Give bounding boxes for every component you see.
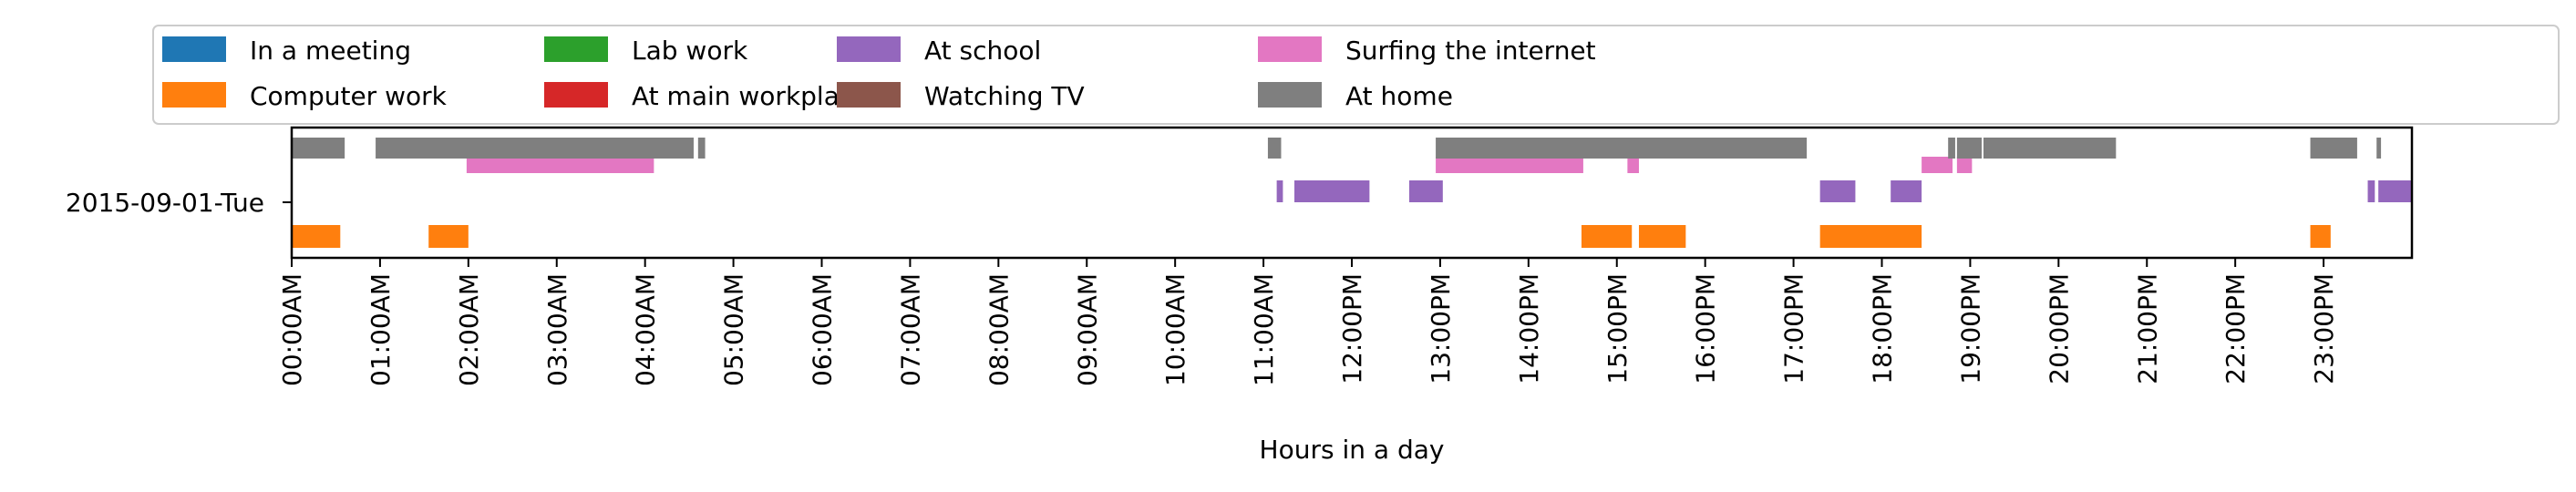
bar-segment	[1983, 138, 2117, 159]
legend-label: At main workplace	[632, 81, 870, 111]
legend-swatch	[1258, 36, 1322, 62]
legend-label: In a meeting	[250, 36, 411, 66]
bar-segment	[1948, 138, 1955, 159]
bar-segment	[466, 157, 654, 173]
bar-segment	[1627, 157, 1639, 173]
bar-segment	[2310, 138, 2357, 159]
legend-swatch	[837, 36, 901, 62]
legend-swatch	[162, 36, 226, 62]
x-tick-label: 19:00PM	[1955, 273, 1985, 384]
x-tick-label: 08:00AM	[984, 273, 1014, 386]
x-tick-label: 16:00PM	[1691, 273, 1721, 384]
x-tick-label: 23:00PM	[2309, 273, 2339, 384]
legend-item: In a meeting	[162, 36, 411, 66]
legend-swatch	[544, 82, 608, 108]
bar-segment	[697, 138, 706, 159]
bar-segment	[1638, 225, 1686, 248]
x-tick-label: 10:00AM	[1160, 273, 1190, 386]
x-tick-label: 21:00PM	[2132, 273, 2162, 384]
x-tick-label: 01:00AM	[366, 273, 396, 386]
legend-swatch	[1258, 82, 1322, 108]
x-tick-label: 17:00PM	[1779, 273, 1809, 384]
x-tick-label: 06:00AM	[808, 273, 838, 386]
bar-segment	[1891, 180, 1922, 202]
legend-label: Surfing the internet	[1345, 36, 1596, 66]
bar-segment	[1581, 225, 1633, 248]
legend-label: Watching TV	[924, 81, 1085, 111]
bar-segment	[1436, 138, 1808, 159]
x-axis: 00:00AM 01:00AM 02:00AM 03:00AM 04:00AM 05:00…	[277, 258, 2339, 386]
y-tick-label: 2015-09-01-Tue	[66, 188, 264, 218]
x-tick-label: 09:00AM	[1072, 273, 1102, 386]
x-tick-label: 04:00AM	[631, 273, 661, 386]
bar-segment	[2367, 180, 2375, 202]
legend-label: Lab work	[632, 36, 748, 66]
x-tick-label: 20:00PM	[2044, 273, 2074, 384]
legend-item: Surfing the internet	[1258, 36, 1596, 66]
bar-segment	[1408, 180, 1443, 202]
x-tick-label: 11:00AM	[1249, 273, 1279, 386]
x-tick-label: 13:00PM	[1426, 273, 1456, 384]
x-tick-label: 15:00PM	[1602, 273, 1633, 384]
legend-item: Computer work	[162, 81, 448, 111]
bar-segment	[376, 138, 694, 159]
legend-item: At main workplace	[544, 81, 870, 111]
bar-segment	[1276, 180, 1283, 202]
legend-label: Computer work	[250, 81, 448, 111]
legend-swatch	[162, 82, 226, 108]
legend-item: Watching TV	[837, 81, 1085, 111]
bar-segment	[1956, 157, 1973, 173]
legend-swatch	[837, 82, 901, 108]
x-tick-label: 00:00AM	[277, 273, 307, 386]
x-tick-label: 12:00PM	[1337, 273, 1367, 384]
x-tick-label: 22:00PM	[2221, 273, 2251, 384]
bar-segment	[428, 225, 469, 248]
x-tick-label: 02:00AM	[454, 273, 484, 386]
legend-label: At home	[1345, 81, 1453, 111]
legend-item: At school	[837, 36, 1041, 66]
bar-segment	[2376, 138, 2382, 159]
bar-segment	[292, 138, 345, 159]
bar-segment	[292, 225, 341, 248]
legend-item: Lab work	[544, 36, 748, 66]
chart-bars	[292, 138, 2412, 248]
bar-segment	[1956, 138, 1983, 159]
x-tick-label: 14:00PM	[1514, 273, 1544, 384]
x-tick-label: 03:00AM	[542, 273, 572, 386]
x-tick-label: 07:00AM	[895, 273, 925, 386]
legend-item: At home	[1258, 81, 1453, 111]
x-axis-label: Hours in a day	[1260, 435, 1445, 465]
x-tick-label: 05:00AM	[719, 273, 749, 386]
bar-segment	[2378, 180, 2412, 202]
x-tick-label: 18:00PM	[1868, 273, 1898, 384]
bar-segment	[1267, 138, 1282, 159]
bar-segment	[1436, 157, 1583, 173]
y-axis: 2015-09-01-Tue	[66, 188, 292, 218]
bar-segment	[2310, 225, 2331, 248]
legend-label: At school	[924, 36, 1041, 66]
legend-frame	[152, 25, 2560, 125]
bar-segment	[1294, 180, 1370, 202]
legend-swatch	[544, 36, 608, 62]
bar-segment	[1819, 180, 1856, 202]
bar-segment	[1922, 157, 1953, 173]
legend: In a meeting Computer work Lab work At main…	[152, 25, 2560, 125]
bar-segment	[1819, 225, 1922, 248]
